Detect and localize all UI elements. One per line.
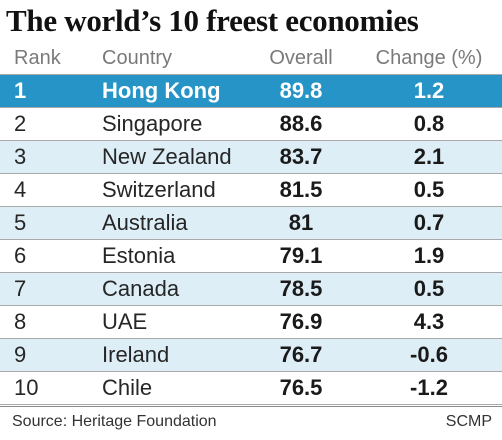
country-cell: Switzerland [102, 177, 216, 202]
change-cell: 0.8 [413, 111, 445, 136]
footer: Source: Heritage Foundation SCMP [0, 406, 502, 436]
change-cell: 0.5 [413, 177, 445, 202]
country-cell: New Zealand [102, 144, 232, 169]
change-cell: 0.7 [413, 210, 445, 235]
overall-cell: 88.6 [279, 111, 323, 136]
country-cell: UAE [102, 309, 148, 334]
table-row: 5 Australia 81 0.7 [0, 207, 502, 240]
country-cell: Canada [102, 276, 180, 301]
table-body: 1 Hong Kong 89.8 1.2 2 Singapore 88.6 0.8 3 New Z… [0, 75, 502, 405]
table-row: 1 Hong Kong 89.8 1.2 [0, 75, 502, 108]
table-row: 10 Chile 76.5 -1.2 [0, 372, 502, 405]
table-row: 9 Ireland 76.7 -0.6 [0, 339, 502, 372]
rankings-table: Rank Country Overall Change (%) 1 Hong Ko… [0, 41, 502, 405]
chart-title: The world’s 10 freest economies [6, 3, 419, 38]
table-row: 6 Estonia 79.1 1.9 [0, 240, 502, 273]
table-row: 4 Switzerland 81.5 0.5 [0, 174, 502, 207]
overall-cell: 78.5 [279, 276, 323, 301]
overall-cell: 81.5 [279, 177, 323, 202]
country-cell: Chile [102, 375, 153, 400]
change-cell: -1.2 [410, 375, 448, 400]
change-cell: 2.1 [413, 144, 445, 169]
rank-cell: 2 [14, 111, 27, 136]
table-header: Rank Country Overall Change (%) [0, 41, 502, 75]
credit-note: SCMP [445, 413, 492, 430]
country-cell: Estonia [102, 243, 176, 268]
country-cell: Ireland [102, 342, 170, 367]
change-cell: 1.2 [413, 78, 445, 103]
rank-cell: 8 [14, 309, 27, 334]
rank-cell: 9 [14, 342, 27, 367]
overall-cell: 76.9 [279, 309, 323, 334]
overall-cell: 76.7 [279, 342, 323, 367]
table-row: 2 Singapore 88.6 0.8 [0, 108, 502, 141]
rank-cell: 7 [14, 276, 27, 301]
rank-cell: 6 [14, 243, 27, 268]
rank-cell: 5 [14, 210, 27, 235]
header-change: Change (%) [375, 47, 483, 69]
table-row: 7 Canada 78.5 0.5 [0, 273, 502, 306]
overall-cell: 89.8 [279, 78, 323, 103]
source-note: Source: Heritage Foundation [12, 413, 217, 430]
rank-cell: 4 [14, 177, 27, 202]
overall-cell: 83.7 [279, 144, 323, 169]
overall-cell: 81 [288, 210, 314, 235]
overall-cell: 79.1 [279, 243, 323, 268]
change-cell: 0.5 [413, 276, 445, 301]
country-cell: Singapore [102, 111, 203, 136]
overall-cell: 76.5 [279, 375, 323, 400]
rank-cell: 10 [14, 375, 39, 400]
header-country: Country [102, 47, 173, 69]
table-row: 8 UAE 76.9 4.3 [0, 306, 502, 339]
change-cell: -0.6 [410, 342, 448, 367]
header-rank: Rank [14, 47, 61, 69]
country-cell: Australia [102, 210, 188, 235]
change-cell: 4.3 [413, 309, 445, 334]
country-cell: Hong Kong [102, 78, 221, 103]
rank-cell: 3 [14, 144, 27, 169]
header-overall: Overall [269, 47, 333, 69]
change-cell: 1.9 [413, 243, 445, 268]
table-row: 3 New Zealand 83.7 2.1 [0, 141, 502, 174]
rank-cell: 1 [14, 78, 27, 103]
